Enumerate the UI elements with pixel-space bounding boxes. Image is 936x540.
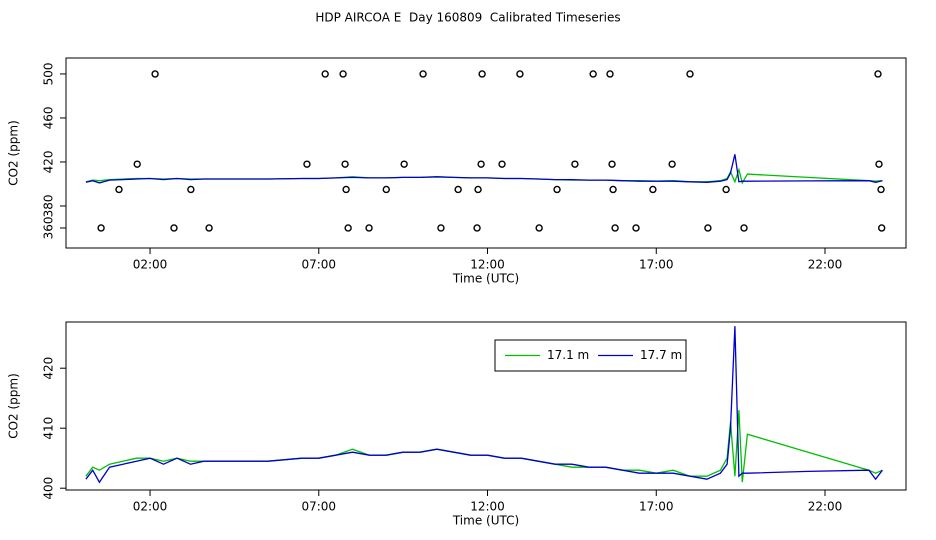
flag-point <box>382 185 390 194</box>
y-tick-label: 400 <box>42 477 56 500</box>
flag-point <box>632 224 640 232</box>
flag-point <box>205 224 213 232</box>
y-tick-label: 500 <box>42 62 56 85</box>
flag-point <box>878 224 886 232</box>
series-line <box>85 410 883 483</box>
flag-point <box>740 224 748 232</box>
y-tick-label: 380 <box>42 195 56 218</box>
flag-point <box>115 185 123 194</box>
y-axis-label: CO2 (ppm) <box>7 373 21 439</box>
flag-point <box>303 160 311 168</box>
flag-point <box>365 224 373 232</box>
flag-point <box>321 70 329 78</box>
series-line <box>85 326 883 484</box>
flag-point <box>454 185 462 194</box>
flag-point <box>609 185 617 194</box>
flag-point <box>474 185 482 194</box>
flag-point <box>339 70 347 78</box>
flag-point <box>606 70 614 78</box>
flag-point <box>516 70 524 78</box>
flag-point <box>571 160 579 168</box>
flag-point <box>668 160 676 168</box>
plot-frame <box>65 57 907 249</box>
x-axis-label: Time (UTC) <box>452 272 519 286</box>
flag-point <box>535 224 543 232</box>
flag-point <box>473 224 481 232</box>
flag-point <box>133 160 141 168</box>
x-tick-label: 22:00 <box>808 500 843 514</box>
x-tick-label: 17:00 <box>639 500 674 514</box>
y-tick-label: 420 <box>42 151 56 174</box>
flag-point <box>151 70 159 78</box>
flag-point <box>611 224 619 232</box>
x-tick-label: 07:00 <box>301 258 336 272</box>
flag-point <box>608 160 616 168</box>
flag-point <box>649 185 657 194</box>
flag-point <box>704 224 712 232</box>
x-tick-label: 02:00 <box>133 258 168 272</box>
y-axis-label: CO2 (ppm) <box>7 120 21 186</box>
legend-label: 17.7 m <box>640 348 682 362</box>
flag-point <box>341 160 349 168</box>
flag-point <box>97 224 105 232</box>
x-tick-label: 22:00 <box>808 258 843 272</box>
flag-point <box>477 160 485 168</box>
flag-point <box>874 70 882 78</box>
flag-point <box>187 185 195 194</box>
x-tick-label: 17:00 <box>639 258 674 272</box>
y-tick-label: 360 <box>42 217 56 240</box>
y-tick-label: 460 <box>42 107 56 130</box>
flag-point <box>875 160 883 168</box>
flag-point <box>342 185 350 194</box>
flag-point <box>344 224 352 232</box>
flag-point <box>877 185 885 194</box>
flag-point <box>686 70 694 78</box>
flag-point <box>553 185 561 194</box>
x-tick-label: 02:00 <box>133 500 168 514</box>
flag-point <box>722 185 730 194</box>
x-tick-label: 07:00 <box>301 500 336 514</box>
legend-label: 17.1 m <box>547 348 589 362</box>
plot-frame <box>65 321 907 491</box>
flag-point <box>170 224 178 232</box>
flag-point <box>478 70 486 78</box>
x-tick-label: 12:00 <box>470 258 505 272</box>
x-axis-label: Time (UTC) <box>452 514 519 528</box>
y-tick-label: 420 <box>42 357 56 380</box>
flag-point <box>589 70 597 78</box>
flag-point <box>400 160 408 168</box>
flag-point <box>437 224 445 232</box>
chart-title: HDP AIRCOA E Day 160809 Calibrated Times… <box>315 11 620 25</box>
series-line <box>85 154 883 184</box>
flag-point <box>498 160 506 168</box>
x-tick-label: 12:00 <box>470 500 505 514</box>
flag-point <box>419 70 427 78</box>
y-tick-label: 410 <box>42 417 56 440</box>
